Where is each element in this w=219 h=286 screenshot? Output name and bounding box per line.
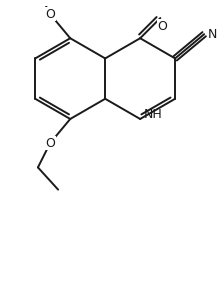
Text: NH: NH xyxy=(144,108,163,121)
Text: O: O xyxy=(157,20,167,33)
Text: O: O xyxy=(45,7,55,21)
Text: O: O xyxy=(45,137,55,150)
Text: N: N xyxy=(208,28,217,41)
